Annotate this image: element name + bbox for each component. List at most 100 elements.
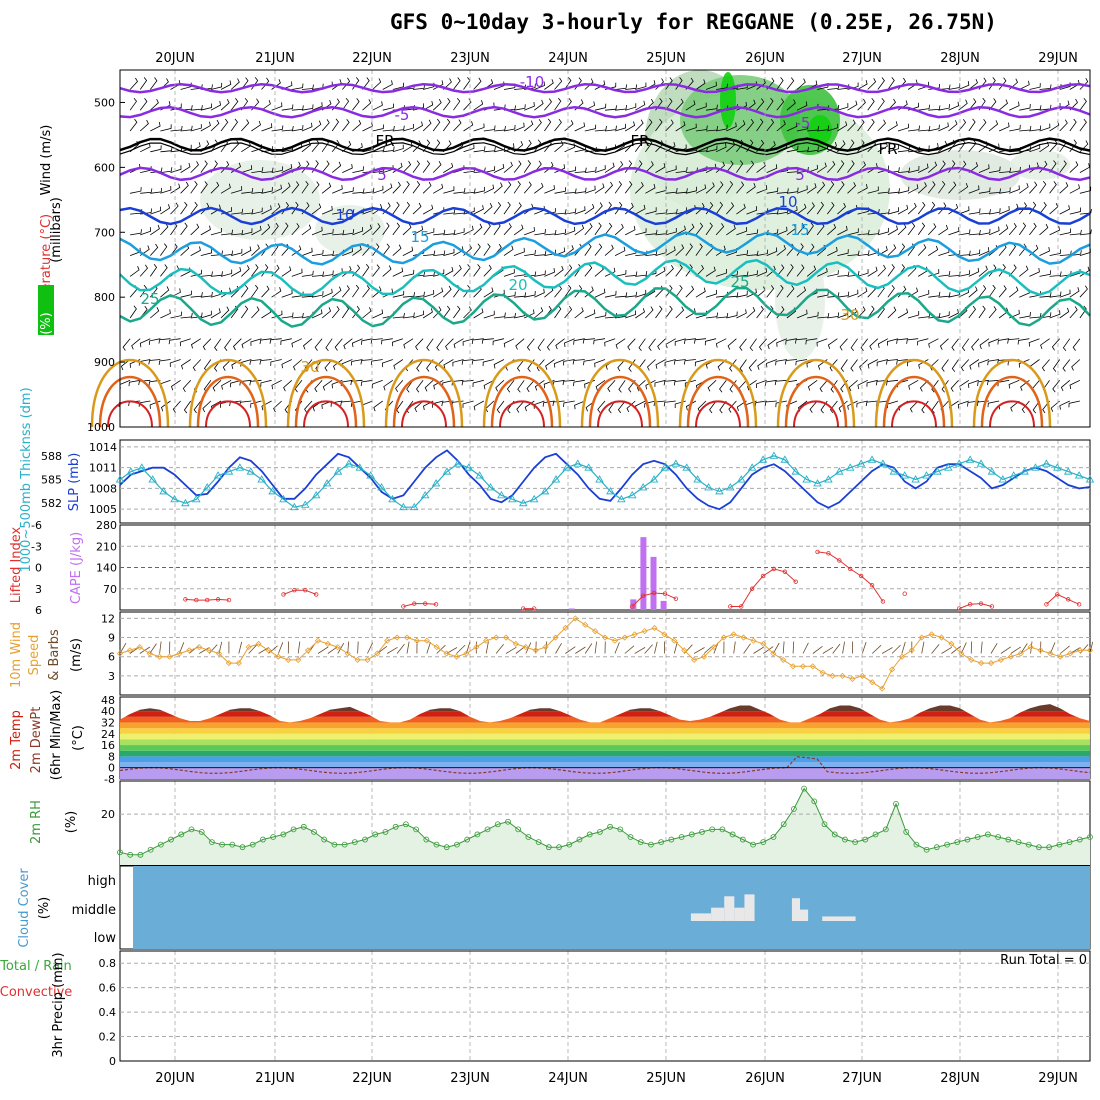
wind-speed-point	[572, 615, 579, 622]
wind-barb	[193, 400, 202, 414]
wind-barb	[617, 359, 626, 372]
lifted-index-point	[292, 587, 297, 593]
thickness-point	[802, 475, 811, 483]
lifted-index-point	[281, 592, 286, 597]
wind-barb-10m	[1010, 646, 1022, 654]
wind-barb	[453, 228, 465, 236]
wind-barb	[473, 146, 486, 153]
wind-barb	[139, 338, 151, 348]
wind-barb	[655, 266, 666, 277]
rh-point	[617, 826, 624, 833]
wind-barb	[554, 164, 566, 173]
wind-barb	[172, 400, 181, 413]
wind-barb	[170, 183, 181, 194]
wind-barb	[837, 291, 850, 298]
wind-barb	[433, 229, 446, 236]
wind-barb	[483, 125, 496, 132]
wind-barb	[180, 312, 193, 319]
wind-barb	[618, 380, 626, 393]
rh-shade-area	[315, 205, 385, 255]
wind-barb	[301, 122, 313, 132]
wind-barb	[564, 305, 573, 319]
wind-barb	[746, 250, 759, 256]
lifted-index-point	[771, 566, 777, 572]
wind-barb	[1029, 267, 1040, 277]
wind-speed-point	[938, 634, 945, 641]
wind-barb	[897, 123, 909, 132]
temp2m-label-c: (6hr Min/Max)	[49, 690, 64, 780]
wind-barb-10m	[763, 646, 774, 654]
wind-barb	[362, 99, 372, 111]
wind-barb	[928, 161, 938, 173]
wind-barb	[766, 305, 774, 319]
wind-barb	[958, 229, 971, 236]
wind-barb	[638, 338, 646, 352]
wind-barb	[250, 400, 262, 408]
wind-barb	[1019, 311, 1031, 319]
wind-barb	[251, 120, 261, 132]
wind-barb	[314, 338, 323, 351]
rh-point	[760, 839, 767, 845]
wind-barb	[362, 285, 370, 298]
wind-barb	[684, 338, 696, 345]
wind-barb	[534, 229, 546, 236]
wind-barb	[607, 380, 616, 393]
wind-barb	[917, 182, 927, 194]
temp-contour-warm	[205, 400, 251, 428]
wind-barb	[675, 167, 688, 173]
wind-barb	[342, 187, 354, 194]
thickness-point	[486, 483, 495, 491]
wind-barb	[534, 379, 545, 391]
wind-barb-10m	[881, 647, 893, 654]
wind-barb	[392, 222, 401, 236]
wind-barb	[968, 249, 981, 256]
wind-barb	[1069, 306, 1078, 319]
wind-barb	[564, 338, 575, 348]
wind10-label-c: & Barbs	[47, 629, 62, 681]
wind-barb	[866, 379, 878, 387]
wind-barb	[269, 338, 282, 344]
wind-barb	[332, 184, 343, 194]
wind-barb	[433, 269, 445, 277]
wind-barb	[847, 139, 855, 153]
wind-barb	[442, 98, 451, 111]
wind-barb	[847, 400, 858, 410]
wind-barb	[635, 182, 644, 194]
wind-speed-point	[413, 637, 421, 644]
wind-barb	[233, 338, 242, 351]
wind-barb	[350, 359, 363, 366]
wind-barb	[876, 359, 888, 367]
wind-barb-10m	[733, 641, 736, 654]
wind-barb	[271, 222, 279, 236]
wind-barb	[171, 379, 181, 391]
rh-point	[515, 826, 522, 833]
panel-frame	[119, 950, 1091, 1062]
wind-barb	[200, 160, 208, 173]
rh-point	[239, 844, 246, 851]
wind-barb	[635, 228, 647, 236]
wind-barb	[473, 100, 484, 111]
wind-barb	[311, 291, 324, 298]
wind-barb	[352, 120, 362, 132]
rh-point	[127, 851, 134, 858]
rh-point	[801, 785, 808, 792]
wind-barb	[919, 380, 929, 392]
wind-barb	[554, 187, 567, 194]
wind-barb	[1079, 209, 1092, 215]
thickness-point	[1031, 463, 1040, 471]
wind-barb	[473, 243, 481, 256]
wind-barb	[827, 223, 837, 236]
wind-barb-10m	[644, 644, 653, 654]
wind-barb	[968, 305, 977, 319]
wind-barb	[382, 125, 395, 132]
wind-barb	[860, 338, 869, 351]
wind-barb	[432, 99, 442, 111]
wind-barb	[1018, 243, 1027, 256]
wind-barb	[1069, 184, 1080, 194]
wind-barb	[917, 244, 927, 256]
wind-speed-point	[750, 637, 757, 644]
wind-barb	[471, 338, 484, 345]
rh-point	[474, 831, 481, 838]
rh-point	[954, 839, 961, 845]
